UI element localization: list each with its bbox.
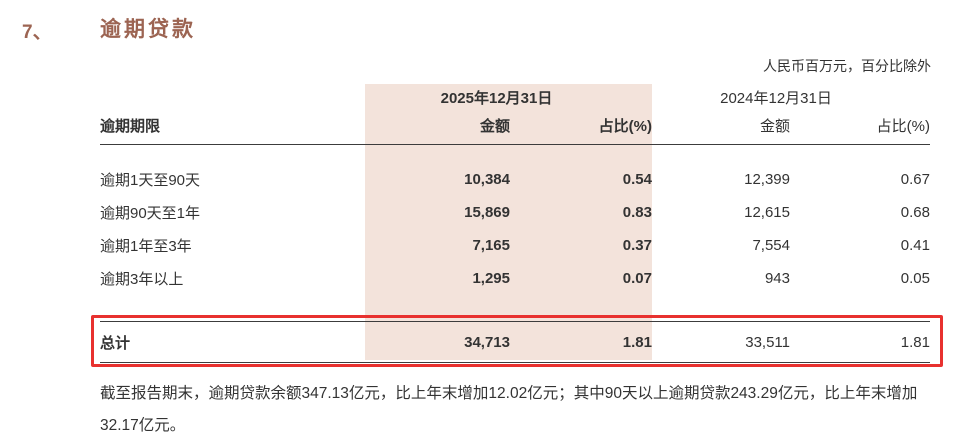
cell-total-ratio-2024: 1.81 [900, 333, 930, 351]
table-row: 逾期3年以上 1,295 0.07 943 0.05 [100, 262, 930, 295]
page-title: 逾期贷款 [100, 18, 196, 41]
cell-ratio-2024: 0.68 [900, 204, 930, 221]
column-header-row: 逾期期限 金额 占比(%) 金额 占比(%) [100, 110, 930, 144]
cell-total-amount-2025: 34,713 [464, 333, 510, 351]
cell-ratio-2025: 0.83 [622, 204, 652, 221]
cell-amount-2025: 15,869 [464, 204, 510, 221]
cell-total-amount-2024: 33,511 [745, 333, 790, 351]
section-number: 7、 [22, 22, 52, 43]
spacer [100, 145, 930, 163]
overdue-loans-table: 2025年12月31日 2024年12月31日 逾期期限 金额 占比(%) 金额… [100, 84, 930, 363]
total-row: 总计 34,713 1.81 33,511 1.81 [100, 322, 930, 362]
cell-term: 逾期90天至1年 [100, 205, 201, 222]
spacer [100, 295, 930, 321]
col-header-ratio-2025: 占比(%) [598, 118, 652, 135]
unit-note: 人民币百万元，百分比除外 [763, 58, 931, 74]
cell-amount-2024: 7,554 [752, 237, 790, 254]
cell-total-label: 总计 [100, 334, 131, 352]
cell-amount-2025: 7,165 [472, 237, 510, 254]
period-header-row: 2025年12月31日 2024年12月31日 [100, 84, 930, 110]
table-row: 逾期90天至1年 15,869 0.83 12,615 0.68 [100, 196, 930, 229]
cell-amount-2024: 12,399 [744, 171, 790, 188]
period-header-2024: 2024年12月31日 [720, 89, 832, 107]
column-highlight-band-2025 [365, 84, 652, 360]
cell-ratio-2024: 0.67 [900, 171, 930, 188]
cell-total-ratio-2025: 1.81 [622, 333, 652, 351]
cell-amount-2024: 12,615 [744, 204, 790, 221]
col-header-amount-2024: 金额 [759, 118, 790, 135]
total-divider-bottom [100, 362, 930, 363]
period-header-2025: 2025年12月31日 [440, 89, 553, 107]
table-row: 逾期1天至90天 10,384 0.54 12,399 0.67 [100, 163, 930, 196]
col-header-term: 逾期期限 [100, 118, 161, 135]
summary-paragraph: 截至报告期末，逾期贷款余额347.13亿元，比上年末增加12.02亿元；其中90… [100, 385, 918, 434]
cell-ratio-2024: 0.41 [900, 237, 930, 254]
cell-ratio-2025: 0.37 [622, 237, 652, 254]
cell-ratio-2025: 0.54 [622, 171, 652, 188]
total-divider-top [100, 321, 930, 322]
cell-ratio-2025: 0.07 [622, 270, 652, 287]
cell-amount-2024: 943 [764, 270, 790, 287]
col-header-ratio-2024: 占比(%) [876, 118, 930, 135]
cell-amount-2025: 1,295 [472, 270, 510, 287]
table-row: 逾期1年至3年 7,165 0.37 7,554 0.41 [100, 229, 930, 262]
cell-ratio-2024: 0.05 [900, 270, 930, 287]
col-header-amount-2025: 金额 [479, 118, 510, 135]
cell-term: 逾期1天至90天 [100, 172, 201, 189]
cell-term: 逾期1年至3年 [100, 238, 192, 255]
header-divider [100, 144, 930, 145]
cell-amount-2025: 10,384 [464, 171, 510, 188]
cell-term: 逾期3年以上 [100, 271, 184, 288]
